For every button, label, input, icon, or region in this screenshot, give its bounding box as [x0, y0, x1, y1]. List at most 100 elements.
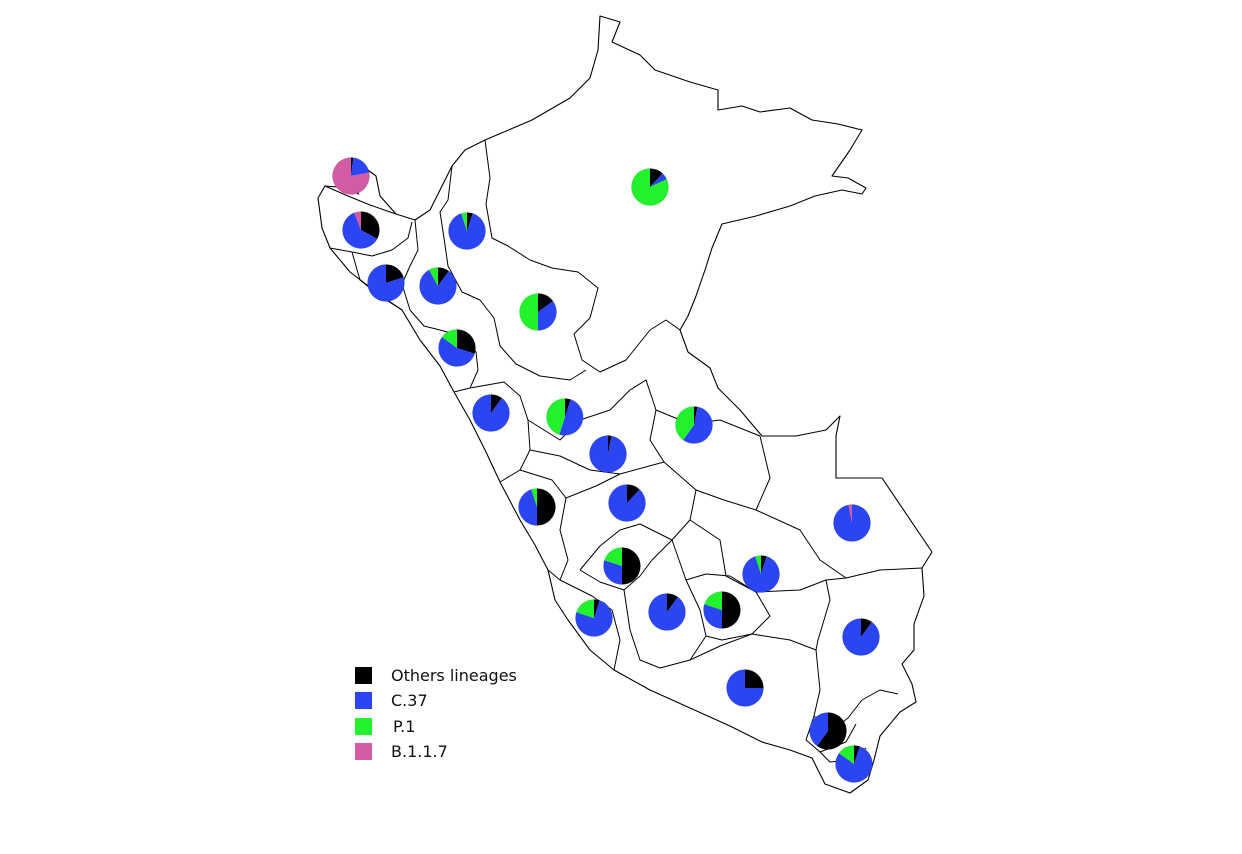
pie-slice-ucayali-c37 — [683, 406, 713, 444]
border-loreto-west — [484, 139, 681, 373]
pie-slice-tumbes-others — [351, 157, 354, 176]
pie-chart-moquegua — [809, 712, 847, 750]
pie-chart-lima — [518, 488, 556, 526]
legend-item-p1: P.1 — [355, 717, 415, 736]
pie-slice-puno-others — [861, 618, 872, 637]
pie-chart-san-martin — [519, 293, 557, 331]
pie-slice-apurimac-others — [722, 591, 741, 629]
pie-outline-lima — [518, 488, 556, 526]
pie-chart-lambayeque — [367, 264, 405, 302]
pie-outline-arequipa — [726, 669, 764, 707]
border-arequipa — [689, 633, 831, 733]
pie-outline-ayacucho — [648, 593, 686, 631]
legend-label-p1: P.1 — [393, 717, 415, 736]
pie-chart-apurimac — [703, 591, 741, 629]
border-junin — [565, 473, 697, 571]
pie-slice-ucayali-p1 — [675, 406, 694, 440]
pie-outline-pasco — [589, 435, 627, 473]
pie-slice-la-libertad-c37 — [438, 337, 475, 367]
pie-slice-lambayeque-c37 — [367, 264, 405, 302]
pie-slice-la-libertad-others — [457, 329, 476, 354]
pie-slice-huancavelica-c37 — [603, 560, 622, 585]
pie-outline-san-martin — [519, 293, 557, 331]
pie-outline-la-libertad — [438, 329, 476, 367]
pie-slice-loreto-c37 — [650, 173, 667, 187]
pie-slice-huancavelica-others — [622, 547, 641, 585]
pie-outline-tumbes — [332, 157, 370, 195]
pie-slice-loreto-p1 — [631, 168, 669, 206]
pie-chart-pasco — [589, 435, 627, 473]
pie-outline-piura — [342, 211, 380, 249]
pie-chart-ayacucho — [648, 593, 686, 631]
pie-slice-cusco-p1 — [755, 555, 761, 574]
pie-slice-amazonas-c37 — [448, 213, 486, 250]
pie-outline-junin — [608, 484, 646, 522]
border-huancavelica — [579, 539, 673, 591]
pie-outline-ucayali — [675, 406, 713, 444]
border-apurimac — [685, 573, 771, 641]
pie-chart-tacna — [835, 745, 873, 783]
pie-outline-lambayeque — [367, 264, 405, 302]
pie-slice-cusco-c37 — [742, 556, 780, 593]
pie-outline-ica — [575, 599, 613, 637]
pie-slice-arequipa-c37 — [726, 669, 764, 707]
pie-slice-amazonas-others — [467, 212, 473, 231]
pie-slice-arequipa-others — [745, 669, 764, 688]
pie-slice-pasco-c37 — [589, 435, 627, 473]
pie-slice-puno-c37 — [842, 618, 880, 656]
pie-chart-amazonas — [448, 212, 486, 250]
legend-swatch-b117 — [355, 743, 372, 760]
legend: Others lineages C.37 P.1 B.1.1.7 — [355, 666, 517, 761]
border-madre-de-dios — [755, 435, 923, 579]
pie-outline-puno — [842, 618, 880, 656]
pie-slice-tumbes-c37 — [351, 157, 370, 176]
pie-slice-la-libertad-p1 — [442, 329, 457, 348]
pie-slice-ayacucho-c37 — [648, 593, 686, 631]
pie-slice-ica-c37 — [575, 600, 613, 637]
pie-chart-piura — [342, 211, 380, 249]
pie-slice-cajamarca-others — [438, 267, 449, 286]
pie-slice-lima-c37 — [518, 489, 537, 526]
pie-chart-arequipa — [726, 669, 764, 707]
border-san-martin — [479, 299, 587, 381]
pie-slice-madre-de-dios-b117 — [848, 504, 852, 523]
pie-chart-cusco — [742, 555, 780, 593]
pie-slice-apurimac-p1 — [704, 591, 722, 610]
country-outline — [317, 15, 933, 794]
pie-outline-madre-de-dios — [833, 504, 871, 542]
pie-chart-tumbes — [332, 157, 370, 195]
border-tumbes — [324, 185, 397, 215]
pie-slice-tacna-others — [854, 745, 860, 764]
pie-chart-huancavelica — [603, 547, 641, 585]
pie-slice-amazonas-p1 — [461, 212, 467, 231]
pie-slice-piura-b117 — [354, 211, 361, 230]
pie-slice-huanuco-others — [565, 398, 571, 417]
pie-chart-cajamarca — [419, 267, 457, 305]
pie-chart-ancash — [472, 394, 510, 432]
pie-slice-ica-p1 — [576, 599, 594, 618]
pie-slice-tumbes-b117 — [332, 157, 370, 195]
pie-slice-piura-c37 — [342, 212, 378, 249]
pie-slice-san-martin-c37 — [538, 301, 557, 331]
border-piura — [329, 221, 413, 257]
pie-outline-cajamarca — [419, 267, 457, 305]
legend-swatch-p1 — [355, 718, 372, 735]
pie-outline-amazonas — [448, 212, 486, 250]
pie-slice-pasco-others — [608, 435, 612, 454]
pie-slice-ayacucho-others — [667, 593, 678, 612]
pie-slice-moquegua-c37 — [809, 712, 828, 746]
pie-outline-cusco — [742, 555, 780, 593]
legend-label-others: Others lineages — [391, 666, 517, 685]
legend-label-b117: B.1.1.7 — [391, 742, 448, 761]
pie-slice-lambayeque-others — [386, 264, 404, 283]
pie-slice-moquegua-others — [817, 712, 847, 750]
pie-slice-lima-others — [537, 488, 556, 526]
pie-slice-san-martin-p1 — [519, 293, 538, 331]
legend-swatch-others — [355, 667, 372, 684]
pie-outline-huancavelica — [603, 547, 641, 585]
pie-chart-ica — [575, 599, 613, 637]
pie-outline-ancash — [472, 394, 510, 432]
pie-slice-apurimac-c37 — [703, 604, 722, 629]
pie-outline-tacna — [835, 745, 873, 783]
